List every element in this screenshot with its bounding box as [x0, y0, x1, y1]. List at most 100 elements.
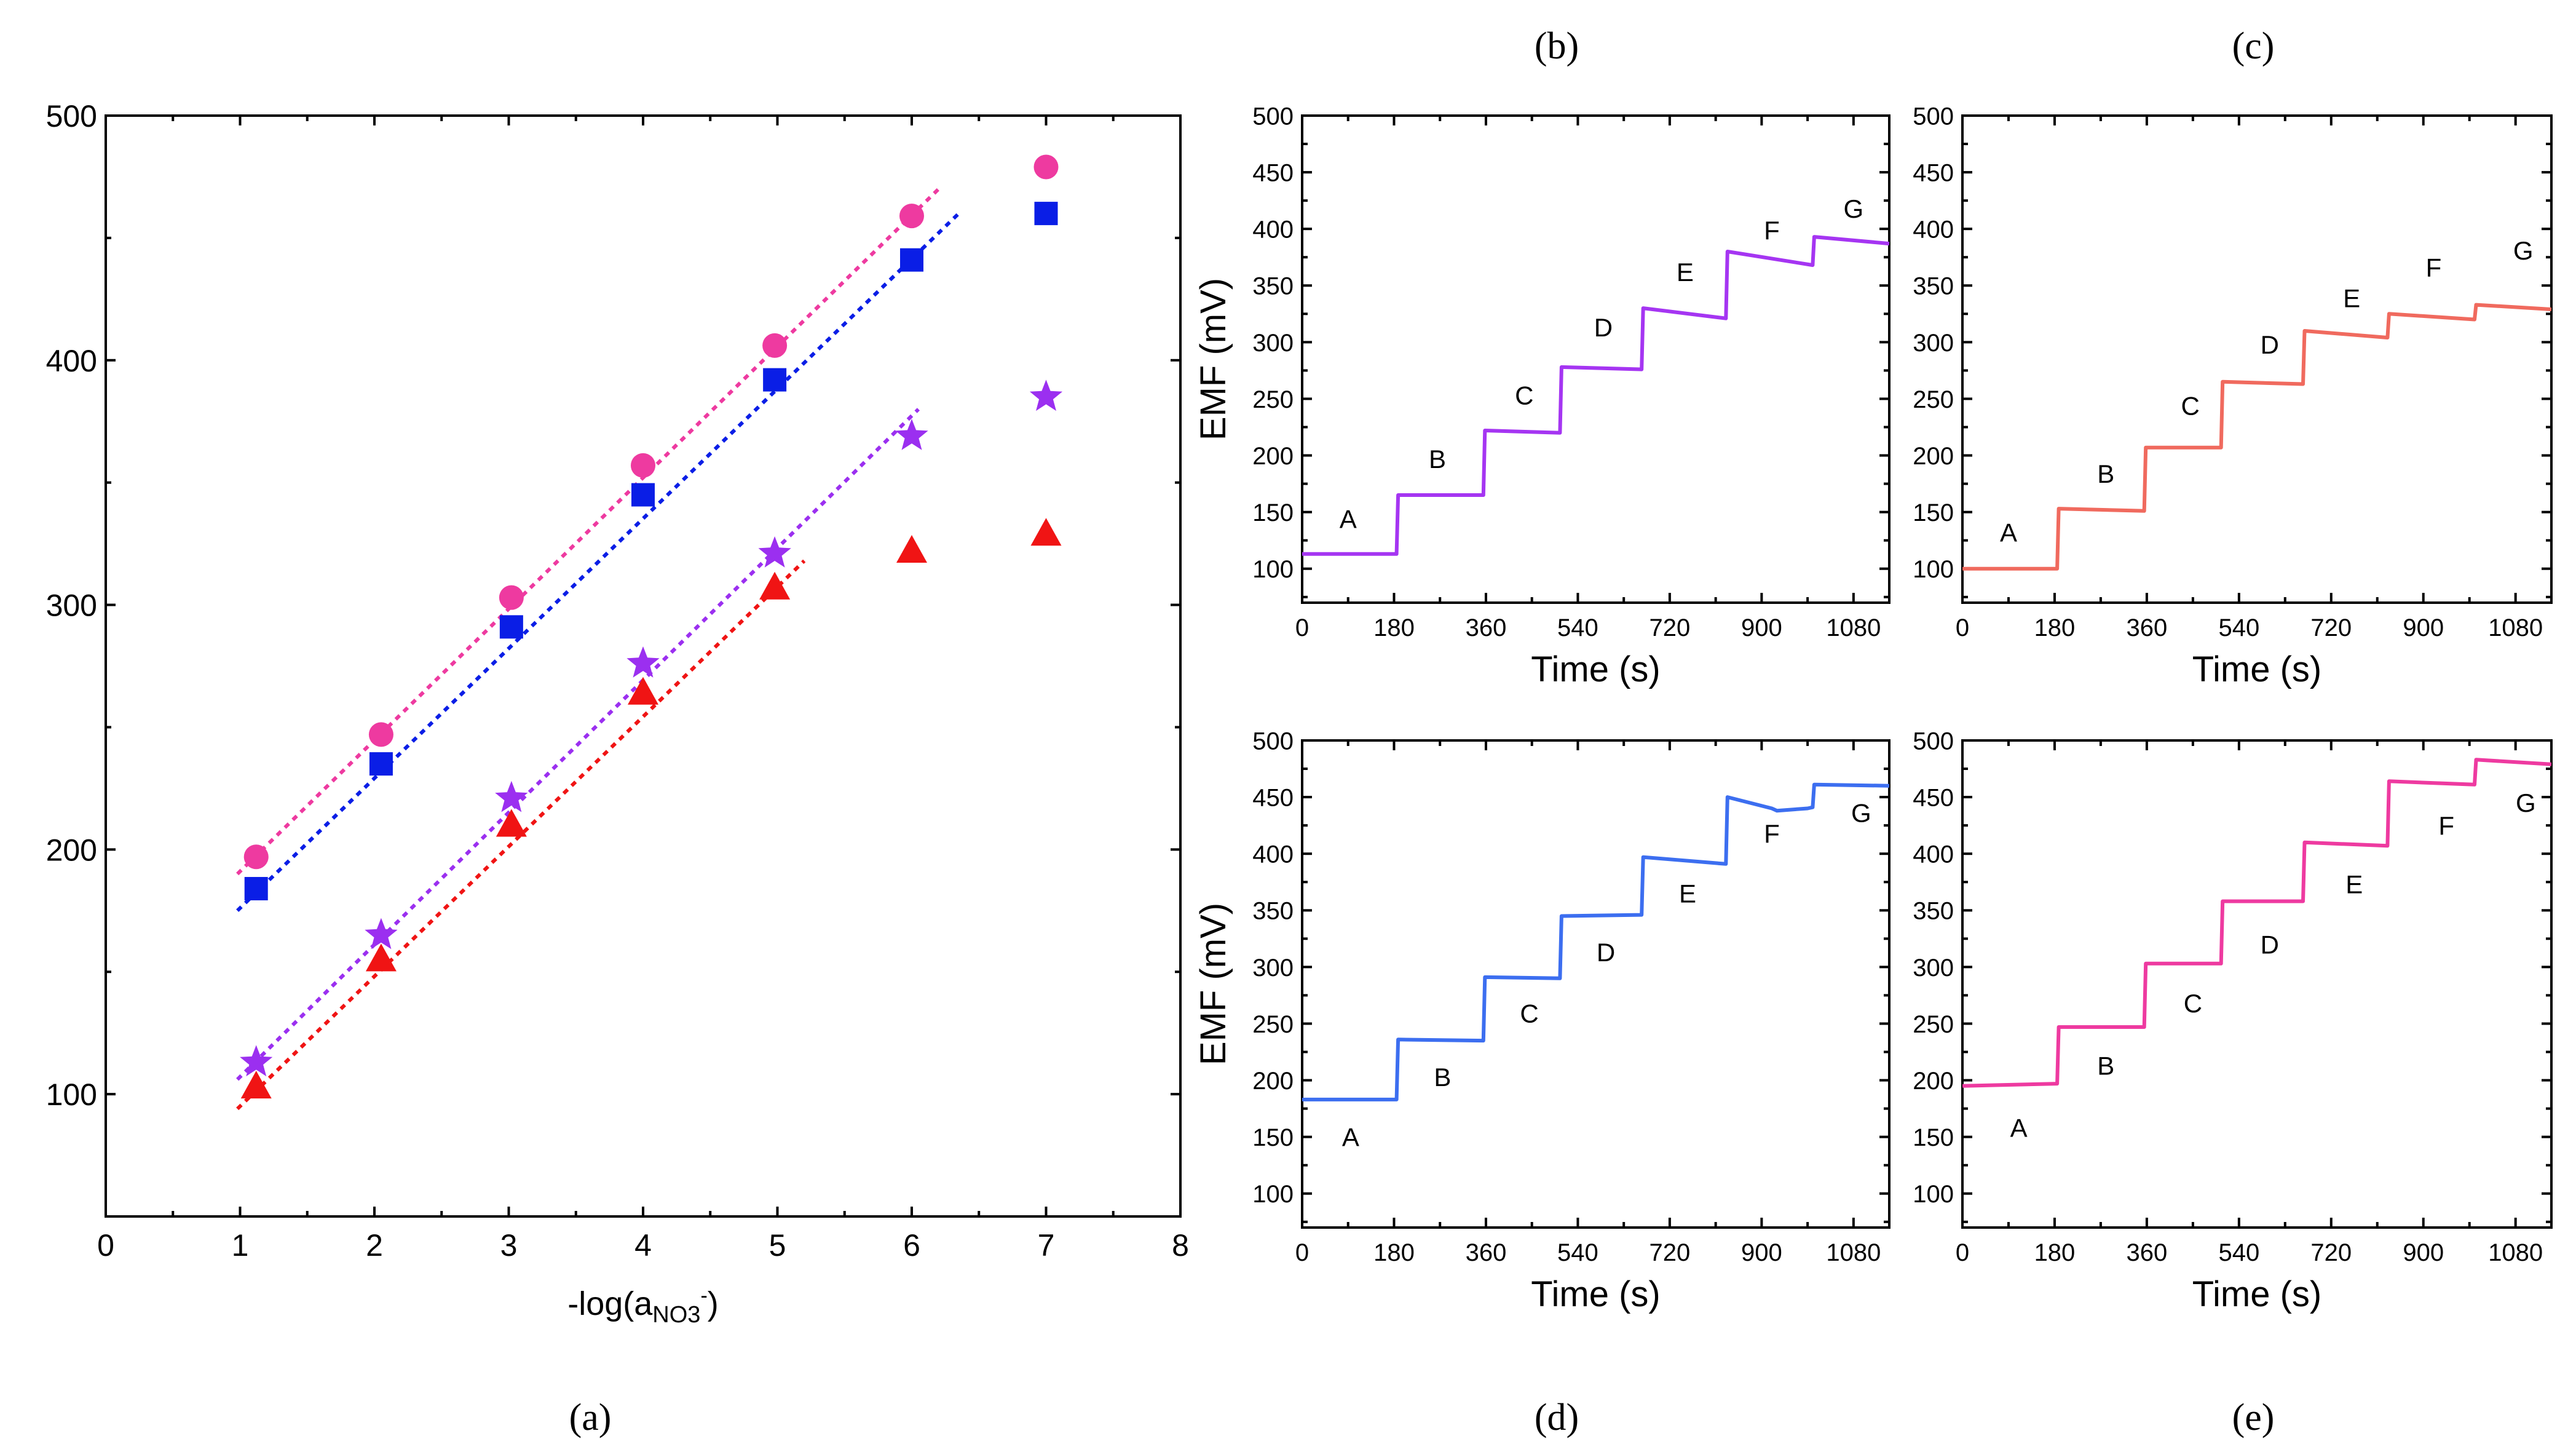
step-label-d: D [1594, 313, 1613, 342]
x-tick-label: 720 [2310, 614, 2352, 641]
emf-trace-b [1302, 235, 1890, 556]
y-tick-label: 450 [1913, 159, 1954, 186]
step-label-b: B [1434, 1063, 1451, 1092]
chart-d: 0 180 360 540 720 900 1080 100 150 200 250 300 350 40… [1193, 728, 1891, 1438]
data-point-square [900, 248, 923, 272]
panel-label-d: (d) [1535, 1397, 1579, 1438]
chart-a: 0 1 2 3 4 5 6 7 8 100 200 300 400 500 -log(aNO3-) (a) [46, 99, 1189, 1438]
x-axis-title: -log(aNO3-) [567, 1284, 719, 1328]
step-label-d: D [1597, 938, 1615, 967]
x-tick-label: 540 [1557, 1239, 1598, 1266]
x-tick-label: 900 [1741, 1239, 1782, 1266]
step-label-a: A [2000, 518, 2017, 547]
data-point-square [499, 615, 523, 639]
data-point-star [895, 419, 928, 450]
y-tick-label: 200 [1252, 443, 1294, 470]
x-tick-label: 900 [1741, 614, 1782, 641]
y-tick-label: 150 [1913, 499, 1954, 526]
data-point-circle [1033, 154, 1059, 180]
y-tick-label: 350 [1252, 898, 1294, 925]
step-label-c: C [1520, 999, 1538, 1028]
y-tick-label: 400 [46, 344, 97, 378]
y-tick-label: 500 [46, 99, 97, 133]
data-point-square [369, 752, 393, 776]
x-tick-label: 1080 [1826, 614, 1881, 641]
x-tick-label: 4 [634, 1228, 652, 1263]
y-tick-label: 200 [1913, 443, 1954, 470]
y-tick-label: 500 [1252, 103, 1294, 130]
data-point-square [631, 483, 655, 507]
data-point-circle [762, 333, 788, 358]
data-point-star [365, 918, 398, 950]
y-tick-label: 450 [1252, 784, 1294, 811]
y-tick-label: 300 [1252, 330, 1294, 357]
data-point-square [1034, 202, 1058, 226]
step-label-a: A [2010, 1114, 2028, 1143]
data-point-circle [631, 453, 655, 478]
y-tick-label: 350 [1913, 898, 1954, 925]
x-tick-label: 360 [1466, 614, 1507, 641]
y-tick-label: 300 [1913, 330, 1954, 357]
step-label-e: E [2343, 284, 2360, 312]
data-point-circle [368, 722, 393, 747]
x-tick-label: 360 [2127, 1239, 2168, 1266]
y-tick-label: 200 [1913, 1068, 1954, 1095]
y-tick-label: 500 [1913, 728, 1954, 755]
plot-frame [1301, 114, 1891, 604]
step-label-d: D [2261, 330, 2279, 359]
y-tick-label: 150 [1252, 1124, 1294, 1151]
y-tick-label: 150 [1252, 499, 1294, 526]
chart-c: 0 180 360 540 720 900 1080 100 150 200 250 300 350 40… [1913, 25, 2553, 689]
step-label-b: B [2097, 1051, 2114, 1080]
emf-trace-c [1962, 303, 2552, 571]
data-point-triangle [628, 676, 658, 705]
y-tick-label: 100 [1913, 556, 1954, 583]
fit-line-square [236, 212, 960, 912]
y-tick-label: 100 [1252, 1181, 1294, 1208]
data-point-triangle [1030, 518, 1062, 546]
x-tick-label: 6 [903, 1228, 920, 1263]
data-point-triangle [896, 535, 927, 563]
data-point-star [758, 536, 791, 568]
step-label-a: A [1342, 1122, 1359, 1151]
x-tick-label: 0 [1295, 1239, 1309, 1266]
series-circle [236, 154, 1059, 876]
y-tick-label: 250 [1913, 386, 1954, 413]
x-tick-label: 720 [1650, 614, 1691, 641]
fit-line-circle [236, 188, 940, 876]
y-tick-label: 450 [1913, 784, 1954, 811]
x-tick-label: 0 [1295, 614, 1309, 641]
series-triangle [236, 518, 1062, 1111]
x-tick-label: 1080 [1826, 1239, 1881, 1266]
step-label-b: B [1429, 445, 1446, 474]
x-tick-label: 5 [769, 1228, 786, 1263]
x-tick-label: 540 [1557, 614, 1598, 641]
plot-frame [1301, 739, 1891, 1229]
y-tick-label: 100 [1252, 556, 1294, 583]
step-label-f: F [1764, 819, 1780, 848]
step-label-f: F [2438, 811, 2454, 840]
step-label-c: C [2184, 989, 2202, 1018]
y-tick-label: 400 [1252, 841, 1294, 868]
x-axis-title: Time (s) [2192, 649, 2321, 689]
data-point-triangle [496, 809, 527, 837]
step-label-g: G [2516, 788, 2536, 817]
data-point-triangle [240, 1071, 272, 1099]
x-axis-title: Time (s) [2192, 1274, 2321, 1314]
x-axis-title-end: ) [708, 1285, 719, 1322]
data-point-triangle [365, 943, 397, 972]
step-label-b: B [2097, 459, 2114, 488]
y-tick-label: 500 [1913, 103, 1954, 130]
step-label-g: G [2513, 236, 2534, 265]
y-tick-label: 250 [1252, 1011, 1294, 1038]
data-point-star [626, 646, 660, 678]
fit-line-star [236, 408, 920, 1081]
x-axis-title-sup: - [700, 1284, 707, 1307]
step-label-e: E [2345, 870, 2363, 899]
x-tick-label: 540 [2218, 614, 2259, 641]
x-tick-label: 8 [1172, 1228, 1189, 1263]
y-tick-label: 300 [1913, 954, 1954, 982]
data-point-square [244, 876, 268, 900]
y-tick-label: 400 [1913, 216, 1954, 244]
